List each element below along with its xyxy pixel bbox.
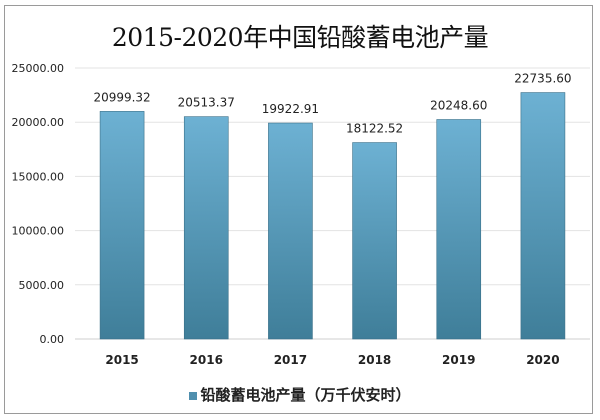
x-tick-label: 2018 <box>358 353 391 367</box>
data-label: 20248.60 <box>430 99 487 113</box>
bar-2015 <box>99 111 145 340</box>
bar-2017 <box>268 122 313 340</box>
bar-2020 <box>520 92 566 340</box>
data-label: 22735.60 <box>514 72 571 86</box>
y-tick-label: 15000.00 <box>12 170 65 183</box>
legend-swatch <box>189 391 198 400</box>
legend-label: 铅酸蓄电池产量（万千伏安时） <box>200 386 411 404</box>
x-tick-label: 2015 <box>105 353 138 367</box>
data-label: 19922.91 <box>262 102 319 116</box>
y-tick-label: 25000.00 <box>12 62 65 75</box>
legend: 铅酸蓄电池产量（万千伏安时） <box>0 384 600 405</box>
y-tick-label: 20000.00 <box>12 116 65 129</box>
y-tick-label: 0.00 <box>40 333 65 346</box>
bar-2016 <box>183 116 229 340</box>
bar-2019 <box>436 119 482 340</box>
x-tick-label: 2017 <box>274 353 307 367</box>
y-tick-label: 10000.00 <box>12 225 65 238</box>
y-tick-label: 5000.00 <box>19 279 65 292</box>
x-tick-label: 2016 <box>190 353 223 367</box>
x-tick-label: 2019 <box>442 353 475 367</box>
data-label: 18122.52 <box>346 122 403 136</box>
data-label: 20999.32 <box>93 90 150 104</box>
bar-2018 <box>352 142 397 340</box>
x-tick-label: 2020 <box>526 353 559 367</box>
data-label: 20513.37 <box>178 96 235 110</box>
chart-title: 2015-2020年中国铅酸蓄电池产量 <box>111 23 489 52</box>
